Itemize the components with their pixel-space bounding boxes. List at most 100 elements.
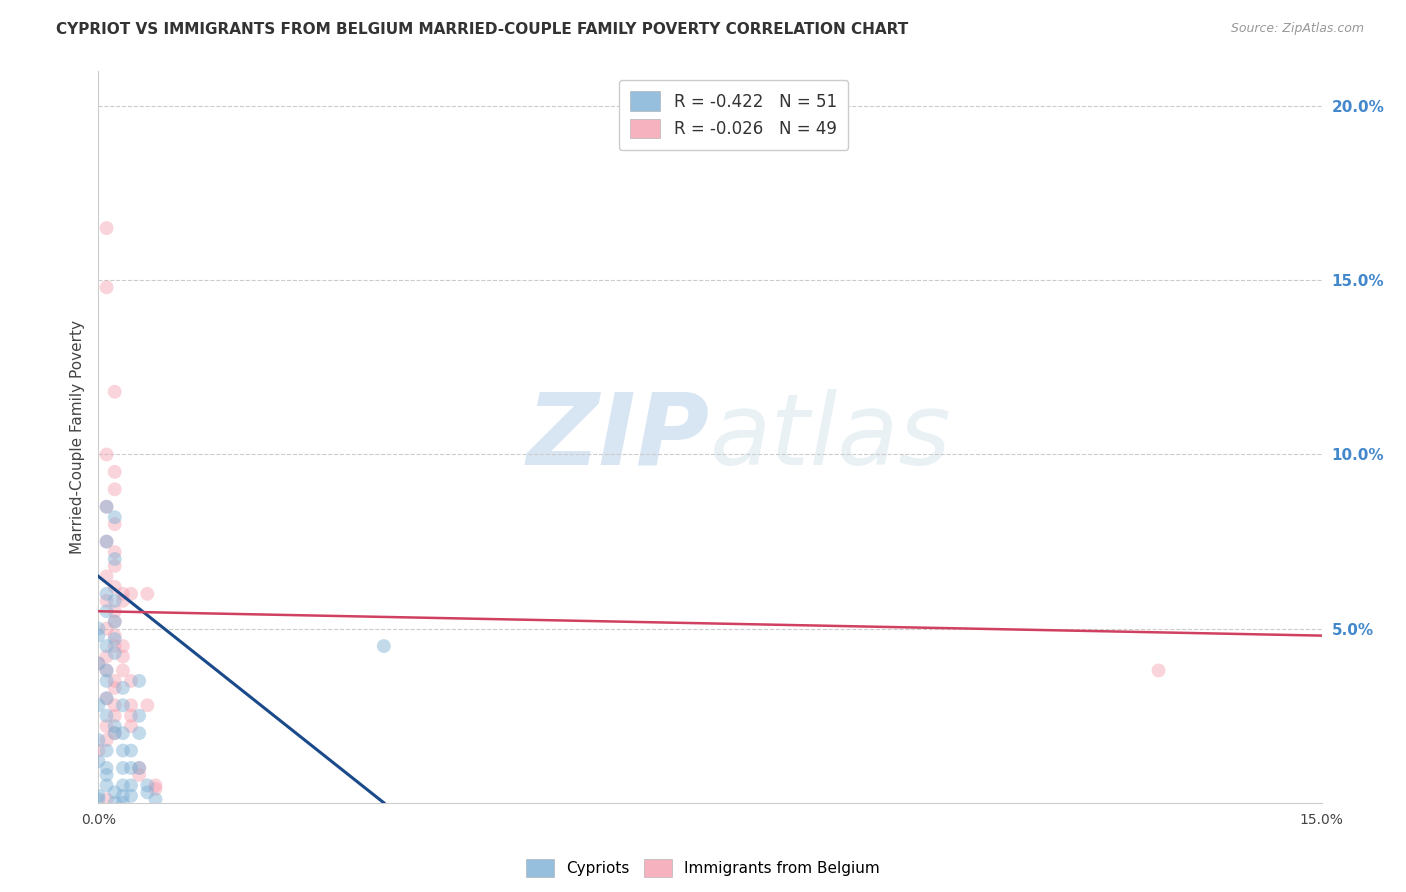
- Point: [96, 280, 118, 294]
- Point: [120, 698, 142, 713]
- Point: [136, 785, 159, 799]
- Point: [87, 733, 110, 747]
- Point: [96, 594, 118, 608]
- Point: [145, 781, 167, 796]
- Point: [96, 664, 118, 678]
- Point: [104, 545, 127, 559]
- Point: [120, 778, 142, 792]
- Point: [111, 664, 134, 678]
- Point: [104, 698, 127, 713]
- Point: [96, 664, 118, 678]
- Text: CYPRIOT VS IMMIGRANTS FROM BELGIUM MARRIED-COUPLE FAMILY POVERTY CORRELATION CHA: CYPRIOT VS IMMIGRANTS FROM BELGIUM MARRI…: [56, 22, 908, 37]
- Point: [96, 534, 118, 549]
- Y-axis label: Married-Couple Family Poverty: Married-Couple Family Poverty: [69, 320, 84, 554]
- Point: [96, 649, 118, 664]
- Point: [120, 673, 142, 688]
- Point: [111, 649, 134, 664]
- Point: [373, 639, 395, 653]
- Point: [96, 719, 118, 733]
- Point: [111, 761, 134, 775]
- Point: [104, 632, 127, 646]
- Point: [87, 657, 110, 671]
- Point: [104, 510, 127, 524]
- Point: [120, 587, 142, 601]
- Point: [96, 639, 118, 653]
- Point: [87, 743, 110, 757]
- Point: [87, 622, 110, 636]
- Point: [120, 708, 142, 723]
- Point: [145, 778, 167, 792]
- Point: [128, 708, 150, 723]
- Point: [111, 698, 134, 713]
- Point: [96, 622, 118, 636]
- Point: [96, 708, 118, 723]
- Point: [111, 639, 134, 653]
- Point: [111, 778, 134, 792]
- Point: [104, 639, 127, 653]
- Point: [104, 681, 127, 695]
- Point: [128, 673, 150, 688]
- Point: [104, 719, 127, 733]
- Legend: Cypriots, Immigrants from Belgium: Cypriots, Immigrants from Belgium: [519, 852, 887, 884]
- Point: [104, 465, 127, 479]
- Point: [136, 778, 159, 792]
- Point: [87, 789, 110, 803]
- Point: [145, 792, 167, 806]
- Point: [87, 792, 110, 806]
- Point: [96, 768, 118, 782]
- Point: [96, 778, 118, 792]
- Point: [104, 673, 127, 688]
- Point: [96, 448, 118, 462]
- Point: [120, 743, 142, 757]
- Text: atlas: atlas: [710, 389, 952, 485]
- Point: [96, 691, 118, 706]
- Point: [96, 743, 118, 757]
- Point: [104, 552, 127, 566]
- Point: [111, 796, 134, 810]
- Point: [104, 646, 127, 660]
- Point: [111, 594, 134, 608]
- Point: [96, 604, 118, 618]
- Point: [128, 761, 150, 775]
- Point: [104, 708, 127, 723]
- Point: [87, 657, 110, 671]
- Point: [111, 587, 134, 601]
- Point: [96, 587, 118, 601]
- Point: [111, 743, 134, 757]
- Point: [96, 761, 118, 775]
- Point: [111, 789, 134, 803]
- Point: [104, 594, 127, 608]
- Point: [128, 768, 150, 782]
- Point: [96, 691, 118, 706]
- Text: Source: ZipAtlas.com: Source: ZipAtlas.com: [1230, 22, 1364, 36]
- Point: [128, 726, 150, 740]
- Point: [136, 698, 159, 713]
- Point: [87, 698, 110, 713]
- Point: [120, 719, 142, 733]
- Point: [96, 792, 118, 806]
- Point: [111, 726, 134, 740]
- Point: [96, 221, 118, 235]
- Point: [136, 587, 159, 601]
- Point: [104, 726, 127, 740]
- Point: [128, 761, 150, 775]
- Point: [104, 384, 127, 399]
- Point: [87, 754, 110, 768]
- Point: [104, 629, 127, 643]
- Point: [104, 517, 127, 532]
- Text: ZIP: ZIP: [527, 389, 710, 485]
- Point: [96, 733, 118, 747]
- Point: [104, 558, 127, 573]
- Point: [104, 785, 127, 799]
- Point: [96, 500, 118, 514]
- Point: [96, 569, 118, 583]
- Point: [120, 761, 142, 775]
- Point: [104, 615, 127, 629]
- Point: [104, 726, 127, 740]
- Point: [104, 615, 127, 629]
- Point: [104, 580, 127, 594]
- Point: [120, 789, 142, 803]
- Point: [111, 681, 134, 695]
- Point: [104, 483, 127, 497]
- Point: [104, 604, 127, 618]
